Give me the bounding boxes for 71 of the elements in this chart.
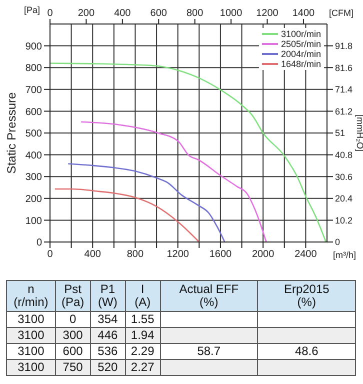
category-label: I (A) xyxy=(125,280,160,312)
y2-tick-label: 30.6 xyxy=(335,172,353,182)
x-tick-label: 400 xyxy=(84,249,102,260)
y-tick-label: 600 xyxy=(25,106,42,118)
x2-tick-label: 800 xyxy=(186,8,204,19)
y-tick-label: 500 xyxy=(25,128,42,140)
text: 354 xyxy=(90,312,126,328)
y-axis-title: Static Pressure xyxy=(4,92,18,174)
text: [Pa] xyxy=(24,5,40,15)
text: 3100 xyxy=(6,328,56,344)
y2-tick-label: 51 xyxy=(335,128,346,138)
text: 750 xyxy=(55,360,90,376)
text: 0 xyxy=(55,312,90,328)
legend-label: 3100r/min xyxy=(280,29,321,39)
x2-tick-label: 0 xyxy=(47,8,54,19)
y2-tick-label: 91.8 xyxy=(335,40,353,51)
y2-tick-label: 0 xyxy=(335,237,340,248)
x2-axis-title: [CFM] xyxy=(329,8,354,18)
y2-tick-label: 40.8 xyxy=(335,150,353,160)
text: 3100 xyxy=(6,360,56,376)
x2-tick-label: 1000 xyxy=(220,8,243,19)
legend-label: 1648r/min xyxy=(280,59,321,69)
y2-tick-label: 10.2 xyxy=(335,215,353,226)
y-tick-label: 700 xyxy=(25,84,42,96)
text: 3100 xyxy=(6,312,56,328)
category-label: P1 (W) xyxy=(90,280,126,312)
x-tick-label: 800 xyxy=(126,249,144,260)
text: 536 xyxy=(90,344,126,360)
text: 3100 xyxy=(6,344,56,360)
x-tick-label: 2400 xyxy=(294,249,318,260)
legend-label: 2004r/min xyxy=(280,49,321,59)
text: 520 xyxy=(90,360,126,376)
category-label: Actual EFF (%) xyxy=(160,280,258,312)
text: 1.55 xyxy=(125,312,160,328)
legend-label: 2505r/min xyxy=(280,39,321,49)
y-tick-label: 0 xyxy=(36,238,42,249)
text: 446 xyxy=(90,328,126,344)
x2-tick-label: 600 xyxy=(150,8,168,19)
y2-tick-label: 20.4 xyxy=(335,194,353,204)
x-tick-label: 2000 xyxy=(252,249,275,260)
category-label: Erp2015 (%) xyxy=(258,280,356,312)
y-tick-label: 900 xyxy=(25,41,42,52)
x2-tick-label: 1400 xyxy=(292,8,316,19)
text: 2.27 xyxy=(125,360,160,376)
y-tick-label: 400 xyxy=(25,150,42,162)
x-tick-label: 0 xyxy=(47,249,54,260)
y2-axis-title: [mmH₂O] xyxy=(354,114,363,152)
text: 300 xyxy=(55,328,90,344)
x2-tick-label: 200 xyxy=(78,8,95,19)
x-tick-label: 1200 xyxy=(166,249,190,260)
text: 600 xyxy=(55,344,90,360)
category-label: Pst (Pa) xyxy=(55,280,90,312)
y-tick-label: 100 xyxy=(25,216,42,227)
line-series xyxy=(54,188,200,242)
y-tick-label: 200 xyxy=(25,194,42,205)
y2-tick-label: 61.2 xyxy=(335,106,353,116)
text: 58.7 xyxy=(160,344,258,360)
y-tick-label: 800 xyxy=(25,63,42,74)
line-series xyxy=(80,121,267,242)
x2-tick-label: 400 xyxy=(114,8,132,19)
y-tick-label: 300 xyxy=(25,172,42,184)
x2-tick-label: 1200 xyxy=(256,8,279,19)
line-series xyxy=(67,163,226,242)
text: 48.6 xyxy=(258,344,356,360)
category-label: n (r/min) xyxy=(6,280,56,312)
y2-tick-label: 71.4 xyxy=(335,84,353,95)
text: 1.94 xyxy=(125,328,160,344)
x-axis-title: [m³/h] xyxy=(332,250,356,260)
y2-tick-label: 81.6 xyxy=(335,62,353,73)
x-tick-label: 1600 xyxy=(209,249,232,260)
text: 2.29 xyxy=(125,344,160,360)
